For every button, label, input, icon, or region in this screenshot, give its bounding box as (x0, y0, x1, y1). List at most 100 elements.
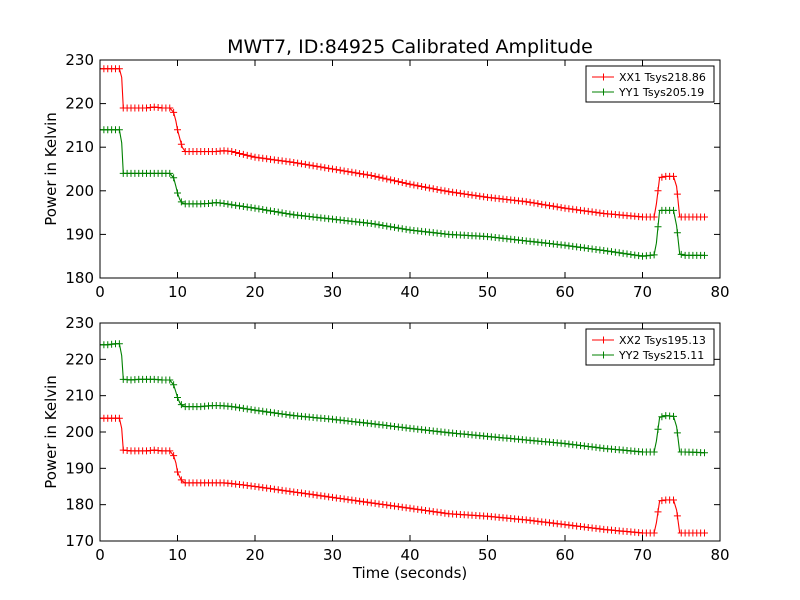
data-point-marker (104, 341, 112, 349)
data-point-marker (166, 376, 174, 384)
data-point-marker (239, 404, 247, 412)
data-point-marker (317, 163, 325, 171)
data-point-marker (406, 504, 414, 512)
data-point-marker (274, 486, 282, 494)
figure-title: MWT7, ID:84925 Calibrated Amplitude (227, 36, 593, 58)
data-point-marker (270, 409, 278, 417)
data-point-marker (580, 207, 588, 215)
data-point-marker (673, 190, 681, 198)
data-point-marker (619, 249, 627, 257)
y-tick-label: 180 (65, 269, 94, 287)
data-point-marker (387, 176, 395, 184)
data-point-marker (236, 149, 243, 157)
data-point-marker (480, 193, 488, 201)
data-point-marker (367, 172, 375, 180)
data-point-marker (526, 198, 534, 206)
data-point-marker (701, 213, 708, 221)
data-point-marker (174, 189, 181, 197)
data-point-marker (379, 174, 387, 182)
data-point-marker (522, 198, 530, 206)
data-point-marker (391, 502, 398, 510)
data-point-marker (236, 202, 243, 210)
x-tick-label: 80 (710, 283, 729, 301)
data-point-marker (398, 503, 406, 511)
data-point-marker (255, 154, 263, 162)
data-point-marker (170, 174, 178, 182)
legend-item-2: YY1 Tsys205.19 (592, 86, 704, 99)
data-point-marker (588, 245, 596, 253)
x-tick-label: 70 (633, 283, 652, 301)
data-point-marker (565, 205, 573, 213)
data-point-marker (650, 529, 658, 537)
x-tick-label: 10 (168, 283, 187, 301)
data-point-marker (286, 210, 294, 218)
data-point-marker (363, 498, 371, 506)
data-point-marker (115, 340, 123, 348)
data-point-marker (425, 184, 433, 192)
data-point-marker (569, 205, 577, 213)
data-point-marker (600, 247, 608, 255)
x-tick-label: 20 (245, 546, 264, 564)
legend-label: XX1 Tsys218.86 (619, 71, 706, 84)
x-tick-label: 70 (633, 546, 652, 564)
data-point-marker (224, 200, 232, 208)
data-point-marker (348, 168, 356, 176)
data-point-marker (356, 170, 364, 178)
data-point-marker (360, 170, 367, 178)
data-point-marker (108, 340, 116, 348)
series-1-line (100, 417, 705, 534)
data-point-marker (577, 243, 584, 251)
data-point-marker (701, 529, 708, 537)
data-point-marker (247, 406, 255, 414)
data-point-marker (170, 381, 178, 389)
data-point-marker (336, 166, 344, 174)
data-point-marker (701, 449, 708, 457)
data-point-marker (267, 155, 274, 163)
data-point-marker (267, 485, 274, 493)
data-point-marker (561, 204, 569, 212)
data-point-marker (340, 167, 348, 175)
data-point-marker (588, 208, 596, 216)
x-tick-label: 30 (323, 283, 342, 301)
data-point-marker (394, 503, 402, 511)
data-point-marker (243, 203, 251, 211)
data-point-marker (239, 202, 247, 210)
data-point-marker (298, 160, 305, 168)
series-1-markers (100, 414, 708, 537)
data-point-marker (437, 509, 445, 517)
data-point-marker (391, 223, 398, 231)
legend-item-2: YY2 Tsys215.11 (592, 349, 704, 362)
x-tick-label: 30 (323, 546, 342, 564)
data-point-marker (561, 241, 569, 249)
data-point-marker (623, 250, 631, 258)
data-point-marker (670, 496, 677, 504)
data-point-marker (402, 179, 410, 187)
data-point-marker (294, 488, 302, 496)
data-point-marker (410, 181, 418, 189)
data-point-marker (542, 201, 550, 209)
data-point-marker (569, 242, 577, 250)
data-point-marker (573, 243, 581, 251)
y-tick-label: 230 (65, 51, 94, 69)
data-point-marker (549, 202, 557, 210)
data-point-marker (270, 208, 278, 216)
y-tick-label: 230 (65, 314, 94, 332)
data-point-marker (247, 204, 255, 212)
data-point-marker (305, 490, 313, 498)
data-point-marker (270, 485, 278, 493)
data-point-marker (251, 406, 259, 414)
data-point-marker (604, 247, 612, 255)
data-point-marker (166, 104, 174, 112)
y-tick-label: 190 (65, 459, 94, 477)
data-point-marker (360, 498, 367, 506)
x-tick-label: 80 (710, 546, 729, 564)
data-point-marker (274, 156, 282, 164)
data-point-marker (422, 506, 429, 514)
data-point-marker (170, 452, 178, 460)
data-point-marker (317, 492, 325, 500)
data-point-marker (387, 223, 395, 231)
data-point-marker (274, 208, 282, 216)
data-point-marker (278, 410, 286, 418)
data-point-marker (654, 425, 662, 433)
